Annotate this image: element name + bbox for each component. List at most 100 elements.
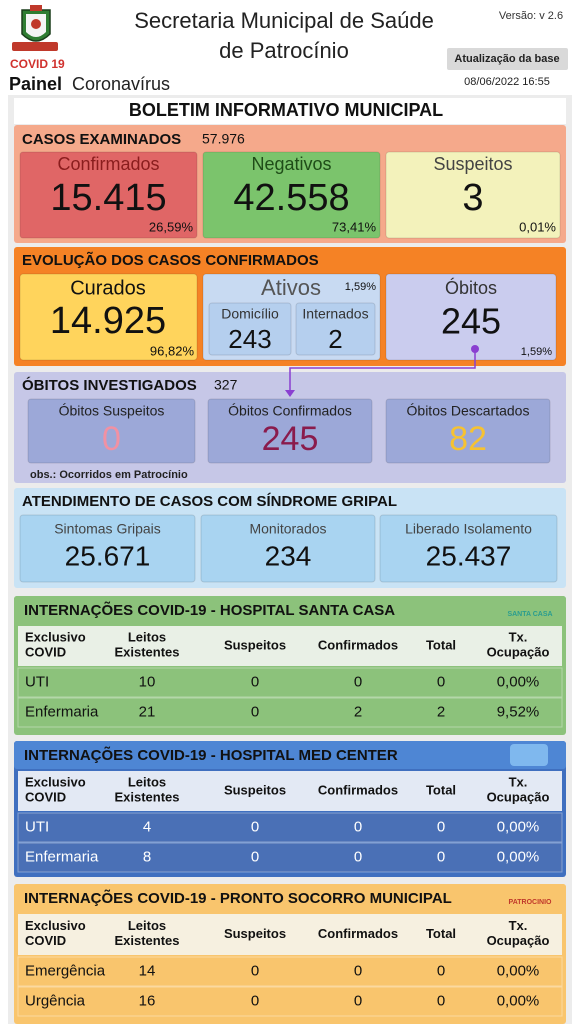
card-label: Ativos xyxy=(261,275,321,300)
table-header-cell: Total xyxy=(426,926,456,941)
hospital-logo: SANTA CASA xyxy=(507,611,552,618)
table-cell: 0 xyxy=(354,848,362,865)
sub-label: Domicílio xyxy=(221,306,279,322)
update-date: 08/06/2022 16:55 xyxy=(464,76,550,88)
table-cell: Enfermaria xyxy=(25,703,99,720)
sub-value: 2 xyxy=(328,324,342,354)
section-title: INTERNAÇÕES COVID-19 - PRONTO SOCORRO MU… xyxy=(24,889,452,907)
table-cell: 0,00% xyxy=(497,818,540,835)
table-cell: 21 xyxy=(139,703,156,720)
bulletin-title: BOLETIM INFORMATIVO MUNICIPAL xyxy=(129,100,443,120)
table-header-cell: Tx. Ocupação xyxy=(487,918,550,948)
table-cell: 2 xyxy=(437,703,445,720)
table-cell: 0,00% xyxy=(497,992,540,1009)
table-header-cell: Exclusivo COVID xyxy=(25,918,86,948)
table-row xyxy=(17,986,563,1017)
table-cell: 0 xyxy=(437,962,445,979)
panel-label: Painel xyxy=(9,74,62,94)
section-title: INTERNAÇÕES COVID-19 - HOSPITAL MED CENT… xyxy=(24,746,398,764)
table-cell: 2 xyxy=(354,703,362,720)
table-cell: 0 xyxy=(251,703,259,720)
deaths-card xyxy=(385,273,557,361)
section-title: ÓBITOS INVESTIGADOS xyxy=(22,376,197,394)
table-header-cell: Leitos Existentes xyxy=(114,918,179,948)
table-cell: 0 xyxy=(354,818,362,835)
table-cell: 0 xyxy=(251,962,259,979)
bulletin-bar xyxy=(14,98,566,124)
table-cell: 0 xyxy=(437,673,445,690)
hospital-logo-mark xyxy=(510,744,548,766)
card-pct: 1,59% xyxy=(345,281,376,293)
syndrome-card xyxy=(19,514,196,583)
table-row xyxy=(17,956,563,987)
table-cell: Urgência xyxy=(25,992,86,1009)
investigated-card xyxy=(385,398,551,464)
investigated-card xyxy=(207,398,373,464)
city-crest xyxy=(12,5,58,51)
table-cell: 0 xyxy=(437,992,445,1009)
note: obs.: Ocorridos em Patrocínio xyxy=(30,469,188,481)
table-header-cell: Tx. Ocupação xyxy=(487,630,550,660)
table-header-cell: Confirmados xyxy=(318,637,398,652)
table-row xyxy=(17,842,563,873)
card-label: Óbitos Descartados xyxy=(407,403,530,419)
card-value: 3 xyxy=(462,177,483,219)
syndrome-card xyxy=(379,514,558,583)
table-cell: 0 xyxy=(354,962,362,979)
case-card xyxy=(19,151,198,239)
table-cell: 0,00% xyxy=(497,848,540,865)
version: Versão: v 2.6 xyxy=(499,10,563,22)
card-label: Óbitos Suspeitos xyxy=(59,403,165,419)
card-label: Monitorados xyxy=(249,521,326,537)
card-label: Liberado Isolamento xyxy=(405,521,532,537)
table-cell: Emergência xyxy=(25,962,106,979)
update-box xyxy=(447,48,568,70)
table-cell: 0 xyxy=(251,818,259,835)
table-row xyxy=(17,812,563,843)
table-header-cell: Exclusivo COVID xyxy=(25,775,86,805)
table-header-cell: Confirmados xyxy=(318,926,398,941)
active-sub-card xyxy=(208,302,292,356)
table-cell: 9,52% xyxy=(497,703,540,720)
table-cell: 0 xyxy=(437,818,445,835)
table-row xyxy=(17,697,563,728)
card-value: 82 xyxy=(449,420,487,458)
connector-dot xyxy=(471,345,479,353)
header-title: Secretaria Municipal de Saúde xyxy=(134,8,434,33)
table-cell: 0 xyxy=(354,992,362,1009)
table-cell: 4 xyxy=(143,818,151,835)
card-value: 15.415 xyxy=(50,177,166,219)
sub-label: Internados xyxy=(302,306,368,322)
hospital-title-bar xyxy=(14,596,566,624)
card-value: 42.558 xyxy=(233,177,349,219)
table-cell: Enfermaria xyxy=(25,848,99,865)
card-pct: 96,82% xyxy=(150,343,195,358)
section-title: EVOLUÇÃO DOS CASOS CONFIRMADOS xyxy=(22,251,319,269)
table-header-cell: Leitos Existentes xyxy=(114,775,179,805)
table-cell: UTI xyxy=(25,673,49,690)
hospital-title-bar xyxy=(14,884,566,912)
card-value: 25.437 xyxy=(426,540,512,571)
table-cell: 0 xyxy=(251,848,259,865)
panel-subtitle: Coronavírus xyxy=(72,74,170,94)
card-label: Suspeitos xyxy=(433,154,512,174)
table-cell: 8 xyxy=(143,848,151,865)
section-title: INTERNAÇÕES COVID-19 - HOSPITAL SANTA CA… xyxy=(24,601,395,619)
table-header-cell: Total xyxy=(426,637,456,652)
card-pct: 73,41% xyxy=(332,219,377,234)
card-value: 14.925 xyxy=(50,300,166,342)
section-title: CASOS EXAMINADOS xyxy=(22,131,181,148)
table-header-cell: Confirmados xyxy=(318,782,398,797)
table-header xyxy=(18,771,562,811)
covid-label: COVID 19 xyxy=(10,57,65,71)
table-cell: 0 xyxy=(354,673,362,690)
syndrome-card xyxy=(200,514,376,583)
connector-arrow xyxy=(289,349,476,391)
table-cell: 0 xyxy=(251,673,259,690)
card-pct: 26,59% xyxy=(149,219,194,234)
table-header xyxy=(18,914,562,955)
table-header-cell: Suspeitos xyxy=(224,926,286,941)
table-header-cell: Total xyxy=(426,782,456,797)
